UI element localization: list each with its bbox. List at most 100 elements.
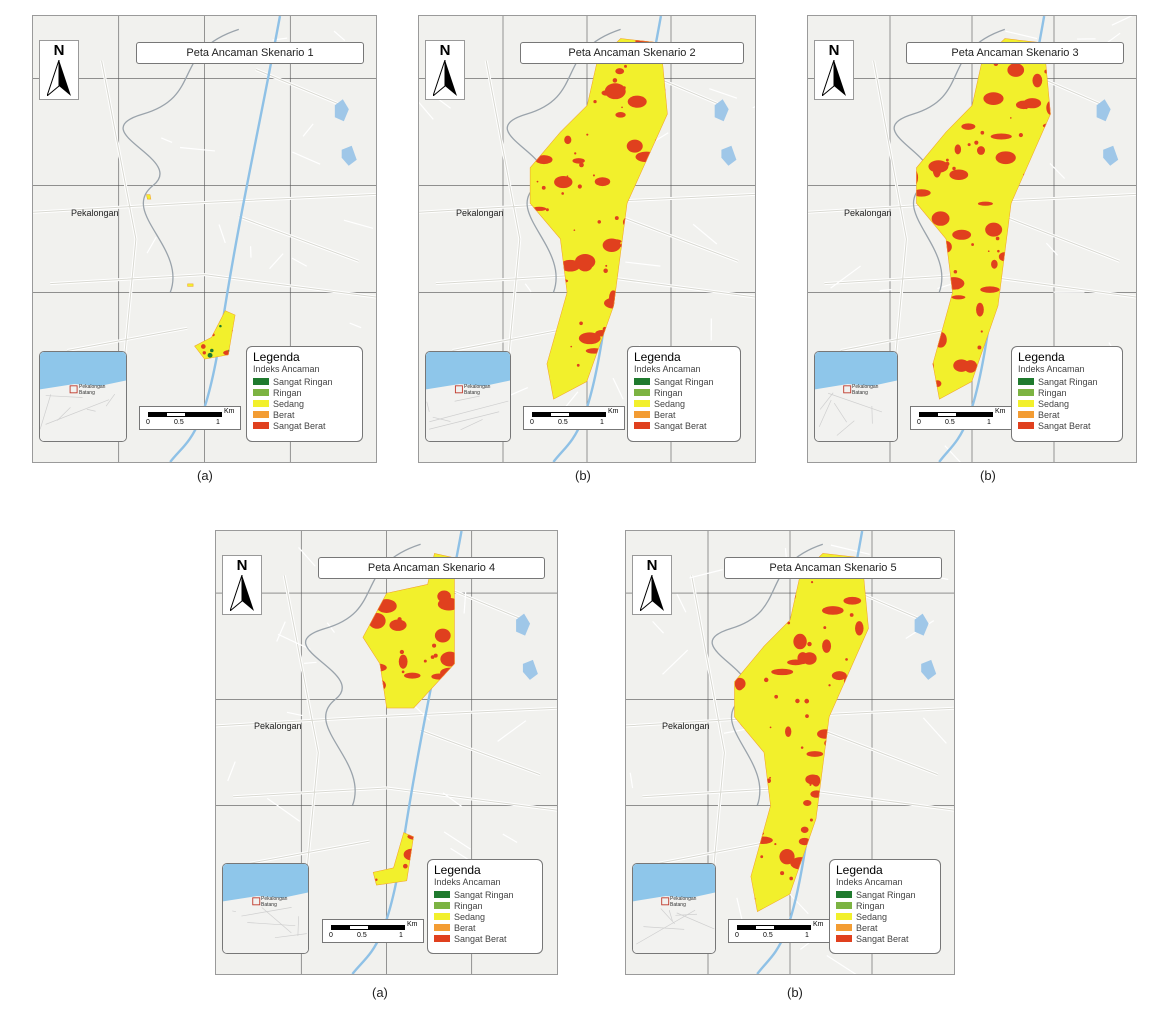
inset-label: Pekalongan Batang <box>670 896 697 908</box>
scale-tick: 0 <box>735 932 739 939</box>
scale-segment <box>368 926 404 929</box>
legend-swatch <box>1018 422 1034 429</box>
legend-item: Sangat Ringan <box>434 889 536 900</box>
north-arrow-icon: N <box>814 40 854 100</box>
legend-item: Berat <box>253 409 356 420</box>
scale-tick: 0 <box>146 419 150 426</box>
legend-swatch <box>434 913 450 920</box>
legend-label: Ringan <box>454 900 483 911</box>
legend-item: Sangat Berat <box>634 420 734 431</box>
legend-item: Ringan <box>253 387 356 398</box>
inset-basemap <box>633 864 715 953</box>
legend-item: Sangat Berat <box>434 933 536 944</box>
scale-bar: Km 0 0.5 1 <box>322 919 424 943</box>
legend-label: Sedang <box>654 398 686 409</box>
scale-tick: 0 <box>917 419 921 426</box>
legend-label: Berat <box>454 922 476 933</box>
scale-tick: 1 <box>805 932 809 939</box>
basemap <box>216 531 557 974</box>
legend-subtitle: Indeks Ancaman <box>634 364 701 374</box>
legend-label: Sangat Ringan <box>856 889 916 900</box>
map-title: Peta Ancaman Skenario 4 <box>318 557 545 579</box>
legend-label: Sedang <box>856 911 888 922</box>
scale-tick: 0.5 <box>174 419 184 426</box>
legend-swatch <box>836 891 852 898</box>
scale-segment <box>956 413 992 416</box>
legend-swatch <box>836 924 852 931</box>
legend-swatch <box>253 411 269 418</box>
inset-label: Pekalongan Batang <box>852 384 879 396</box>
panel-caption: (b) <box>787 985 803 1000</box>
legend-label: Sangat Ringan <box>654 376 714 387</box>
legend-label: Sangat Berat <box>1038 420 1091 431</box>
legend-item: Sangat Ringan <box>253 376 356 387</box>
scale-unit: Km <box>608 408 619 415</box>
map-panel-4: Peta Ancaman Skenario 4 N Pekalongan Pekalo… <box>215 530 558 975</box>
north-arrow-icon: N <box>39 40 79 100</box>
legend-swatch <box>634 378 650 385</box>
legend-swatch <box>253 422 269 429</box>
legend-item: Sedang <box>634 398 734 409</box>
north-label: N <box>439 42 451 59</box>
inset-label: Pekalongan Batang <box>261 896 288 908</box>
scale-segment <box>920 413 938 416</box>
map-frame: Peta Ancaman Skenario 1 N Pekalongan Pekalo… <box>32 15 377 463</box>
legend: Legenda Indeks Ancaman Sangat Ringan Ringan… <box>427 859 543 954</box>
north-label: N <box>828 42 840 59</box>
legend: Legenda Indeks Ancaman Sangat Ringan Ringan… <box>829 859 941 954</box>
scale-segment <box>185 413 221 416</box>
legend-item: Sangat Berat <box>1018 420 1116 431</box>
basemap <box>626 531 954 974</box>
legend-subtitle: Indeks Ancaman <box>1018 364 1085 374</box>
legend-swatch <box>634 389 650 396</box>
legend-item: Sangat Ringan <box>634 376 734 387</box>
legend-label: Ringan <box>654 387 683 398</box>
inset-basemap <box>40 352 126 441</box>
scale-bar: Km 0 0.5 1 <box>728 919 830 943</box>
scale-bar: Km 0 0.5 1 <box>523 406 625 430</box>
map-frame: Peta Ancaman Skenario 4 N Pekalongan Pekalo… <box>215 530 558 975</box>
panel-caption: (b) <box>575 468 591 483</box>
scale-unit: Km <box>813 921 824 928</box>
inset-basemap <box>223 864 308 953</box>
scale-graphic <box>737 925 811 930</box>
scale-graphic <box>148 412 222 417</box>
legend-label: Sangat Berat <box>856 933 909 944</box>
legend-subtitle: Indeks Ancaman <box>253 364 320 374</box>
legend-swatch <box>253 378 269 385</box>
map-panel-3: Peta Ancaman Skenario 3 N Pekalongan Pekalo… <box>807 15 1137 463</box>
legend-label: Ringan <box>856 900 885 911</box>
legend-label: Berat <box>1038 409 1060 420</box>
scale-unit: Km <box>407 921 418 928</box>
scale-tick: 1 <box>399 932 403 939</box>
scale-tick: 0.5 <box>357 932 367 939</box>
map-panel-2: Peta Ancaman Skenario 2 N Pekalongan Pekalo… <box>418 15 756 463</box>
legend-label: Sangat Ringan <box>1038 376 1098 387</box>
legend-item: Sangat Ringan <box>1018 376 1116 387</box>
legend-swatch <box>1018 411 1034 418</box>
scale-tick: 0 <box>530 419 534 426</box>
scale-graphic <box>919 412 993 417</box>
scale-bar: Km 0 0.5 1 <box>910 406 1012 430</box>
map-panel-5: Peta Ancaman Skenario 5 N Pekalongan Pekalo… <box>625 530 955 975</box>
north-label: N <box>236 557 248 574</box>
legend: Legenda Indeks Ancaman Sangat Ringan Ringan… <box>1011 346 1123 442</box>
legend-item: Sangat Berat <box>836 933 934 944</box>
legend-label: Sangat Berat <box>273 420 326 431</box>
legend-item: Sangat Ringan <box>836 889 934 900</box>
basemap <box>808 16 1136 462</box>
inset-map: Pekalongan Batang <box>632 863 716 954</box>
scale-tick: 0.5 <box>945 419 955 426</box>
place-label: Pekalongan <box>844 208 892 218</box>
scale-tick: 0.5 <box>763 932 773 939</box>
legend-swatch <box>253 400 269 407</box>
scale-segment <box>167 413 185 416</box>
legend-title: Legenda <box>253 350 300 364</box>
legend-swatch <box>434 935 450 942</box>
legend: Legenda Indeks Ancaman Sangat Ringan Ringan… <box>627 346 741 442</box>
place-label: Pekalongan <box>662 721 710 731</box>
legend-swatch <box>1018 400 1034 407</box>
scale-segment <box>551 413 569 416</box>
legend-title: Legenda <box>434 863 481 877</box>
scale-unit: Km <box>995 408 1006 415</box>
